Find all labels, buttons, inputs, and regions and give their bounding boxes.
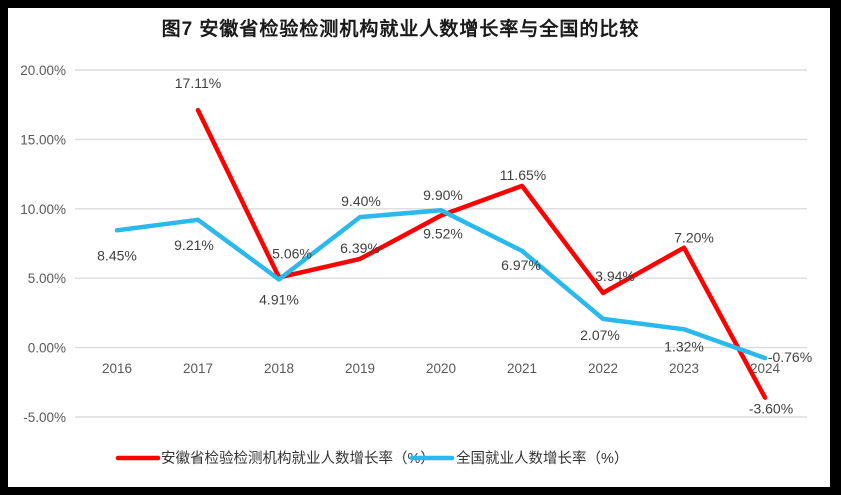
chart-canvas <box>8 8 830 487</box>
data-label: 11.65% <box>500 167 546 183</box>
data-label: 6.97% <box>501 257 541 273</box>
chart-title: 图7 安徽省检验检测机构就业人数增长率与全国的比较 <box>161 19 640 40</box>
data-label: 9.90% <box>423 187 463 203</box>
data-label: 9.21% <box>174 237 214 253</box>
y-axis-tick-label: 0.00% <box>28 341 66 356</box>
y-axis-tick-label: -5.00% <box>23 410 66 425</box>
data-label: 5.06% <box>272 245 312 261</box>
data-label: 6.39% <box>340 240 380 256</box>
legend-item-anhui: 安徽省检验检测机构就业人数增长率（%） <box>115 450 435 467</box>
series-line-national <box>114 207 768 361</box>
y-axis-tick-label: 10.00% <box>20 202 66 217</box>
legend: 安徽省检验检测机构就业人数增长率（%） 全国就业人数增长率（%） <box>115 449 628 467</box>
data-label: 3.94% <box>595 268 635 284</box>
data-label: -0.76% <box>768 349 812 365</box>
y-axis-tick-label: 5.00% <box>28 271 66 286</box>
data-label: 4.91% <box>259 291 299 307</box>
y-axis-tick-label: 20.00% <box>20 63 66 78</box>
x-axis-tick-label: 2016 <box>102 361 132 376</box>
data-label: 2.07% <box>580 327 620 343</box>
legend-label: 安徽省检验检测机构就业人数增长率（%） <box>161 450 435 467</box>
x-axis-tick-label: 2022 <box>588 361 618 376</box>
x-axis-tick-label: 2020 <box>426 361 456 376</box>
data-label: 9.52% <box>423 225 463 241</box>
data-label: 17.11% <box>175 75 221 91</box>
y-axis-tick-label: 15.00% <box>20 132 66 147</box>
data-label: 9.40% <box>341 193 381 209</box>
series-line-anhui <box>195 107 768 400</box>
data-label: -3.60% <box>749 401 793 417</box>
data-label: 8.45% <box>97 247 137 263</box>
data-label: 1.32% <box>664 338 704 354</box>
data-label: 7.20% <box>674 230 714 246</box>
x-axis-tick-label: 2019 <box>345 361 375 376</box>
x-axis-tick-label: 2018 <box>264 361 294 376</box>
legend-item-national: 全国就业人数增长率（%） <box>409 449 628 467</box>
x-axis-tick-label: 2021 <box>507 361 537 376</box>
x-axis-tick-label: 2017 <box>183 361 213 376</box>
legend-label: 全国就业人数增长率（%） <box>456 449 628 467</box>
x-axis-tick-label: 2023 <box>669 361 699 376</box>
x-axis-tick-label: 2024 <box>750 361 781 376</box>
